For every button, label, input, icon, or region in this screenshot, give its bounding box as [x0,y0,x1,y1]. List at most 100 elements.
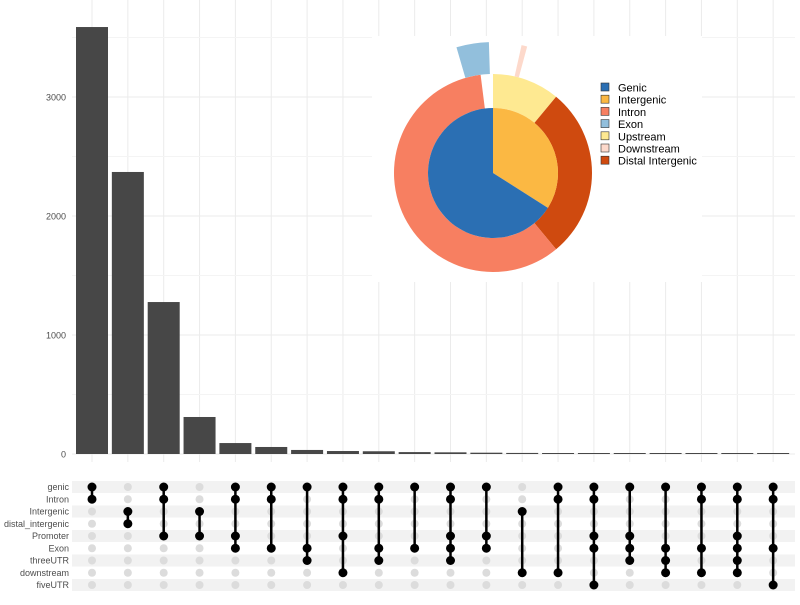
matrix-dot-filled [266,482,276,492]
matrix-dot-filled [768,580,778,590]
matrix-dot-filled [446,556,455,565]
matrix-dot-filled [446,531,455,541]
pie-outer-slice-downstream [514,45,528,78]
matrix-dot-filled [266,494,276,504]
matrix-dot-filled [732,494,742,504]
matrix-dot-empty [518,495,527,504]
matrix-dot-filled [589,543,599,553]
matrix-dot-filled [696,568,706,578]
legend-swatch [600,119,610,128]
matrix-dot-empty [661,581,670,589]
matrix-dot-filled [230,494,240,504]
matrix-dot-filled [446,494,455,504]
bar [649,453,682,454]
legend-swatch [600,155,610,165]
matrix-dot-empty [88,519,96,528]
matrix-dot-filled [696,482,706,492]
bar [291,449,324,454]
legend-label: Genic [618,83,647,95]
pie-outer-slice-distal-intergenic [534,96,592,250]
matrix-row-shade [72,505,795,518]
matrix-dot-filled [732,556,742,565]
matrix-dot-empty [195,556,204,565]
bar [542,453,575,454]
matrix-dot-empty [88,581,96,589]
matrix-dot-filled [589,482,599,492]
matrix-dot-filled [230,543,240,553]
matrix-dot-empty [195,544,204,553]
bar [326,451,359,454]
matrix-dot-filled [87,482,97,492]
matrix-dot-empty [374,568,383,577]
matrix-dot-empty [195,581,204,589]
matrix-dot-filled [768,482,778,492]
legend-label: Exon [618,119,643,131]
set-label: fiveUTR [36,580,69,590]
matrix-dot-filled [159,531,169,541]
matrix-dot-filled [625,556,635,565]
bar [506,452,539,454]
bar [577,453,610,454]
bar [183,416,216,454]
matrix-dot-filled [732,543,742,553]
matrix-dot-filled [696,494,706,504]
matrix-dot-filled [374,556,384,565]
matrix-dot-filled [768,543,778,553]
bar [76,27,108,454]
bar [111,171,144,454]
matrix-dot-filled [410,482,420,492]
matrix-dot-empty [231,581,240,589]
y-tick-label: 1000 [46,331,66,341]
legend-label: Intron [618,107,646,119]
matrix-dot-filled [87,494,97,504]
matrix-dot-empty [88,507,96,516]
matrix-dot-filled [625,531,635,541]
matrix-dot-empty [195,495,204,504]
matrix-dot-empty [482,568,491,577]
matrix-dot-empty [88,544,96,553]
matrix-dot-empty [123,581,132,589]
matrix-dot-empty [88,532,96,540]
bar [434,452,467,454]
legend-swatch [600,82,610,92]
matrix-dot-filled [374,543,384,553]
pie-inner-slice-intergenic [493,108,558,208]
matrix-dot-filled [589,494,599,504]
matrix-dot-empty [123,483,132,491]
matrix-dot-empty [123,544,132,553]
matrix-dot-filled [732,531,742,541]
matrix-dot-empty [410,556,419,565]
matrix-dot-filled [374,494,384,504]
legend-swatch [600,143,610,153]
matrix-dot-empty [267,556,276,565]
matrix-dot-filled [195,531,205,541]
matrix-dot-empty [697,581,706,589]
matrix-dot-empty [267,581,276,589]
pie-outer-slice-exon [456,42,490,78]
matrix-dot-empty [159,581,168,589]
matrix-dot-empty [482,556,491,565]
legend-label: Downstream [618,144,680,156]
matrix-dot-empty [123,568,132,577]
matrix-row-shade [72,579,795,591]
matrix-dot-empty [195,568,204,577]
matrix-dot-empty [410,581,419,589]
matrix-dot-filled [553,568,563,578]
pie-outer-slice-intron [394,74,557,273]
bar [255,446,288,454]
matrix-row-shade [72,530,795,542]
bar [757,453,790,454]
matrix-dot-empty [88,556,96,565]
matrix-dot-filled [661,556,671,565]
matrix-dot-filled [302,556,312,565]
set-label: Intron [46,494,69,504]
matrix-dot-filled [230,482,240,492]
matrix-dot-empty [410,568,419,577]
matrix-dot-empty [374,581,383,589]
matrix-dot-filled [266,543,276,553]
matrix-dot-filled [661,482,671,492]
matrix-dot-filled [302,543,312,553]
matrix-dot-filled [732,568,742,578]
matrix-dot-filled [768,494,778,504]
